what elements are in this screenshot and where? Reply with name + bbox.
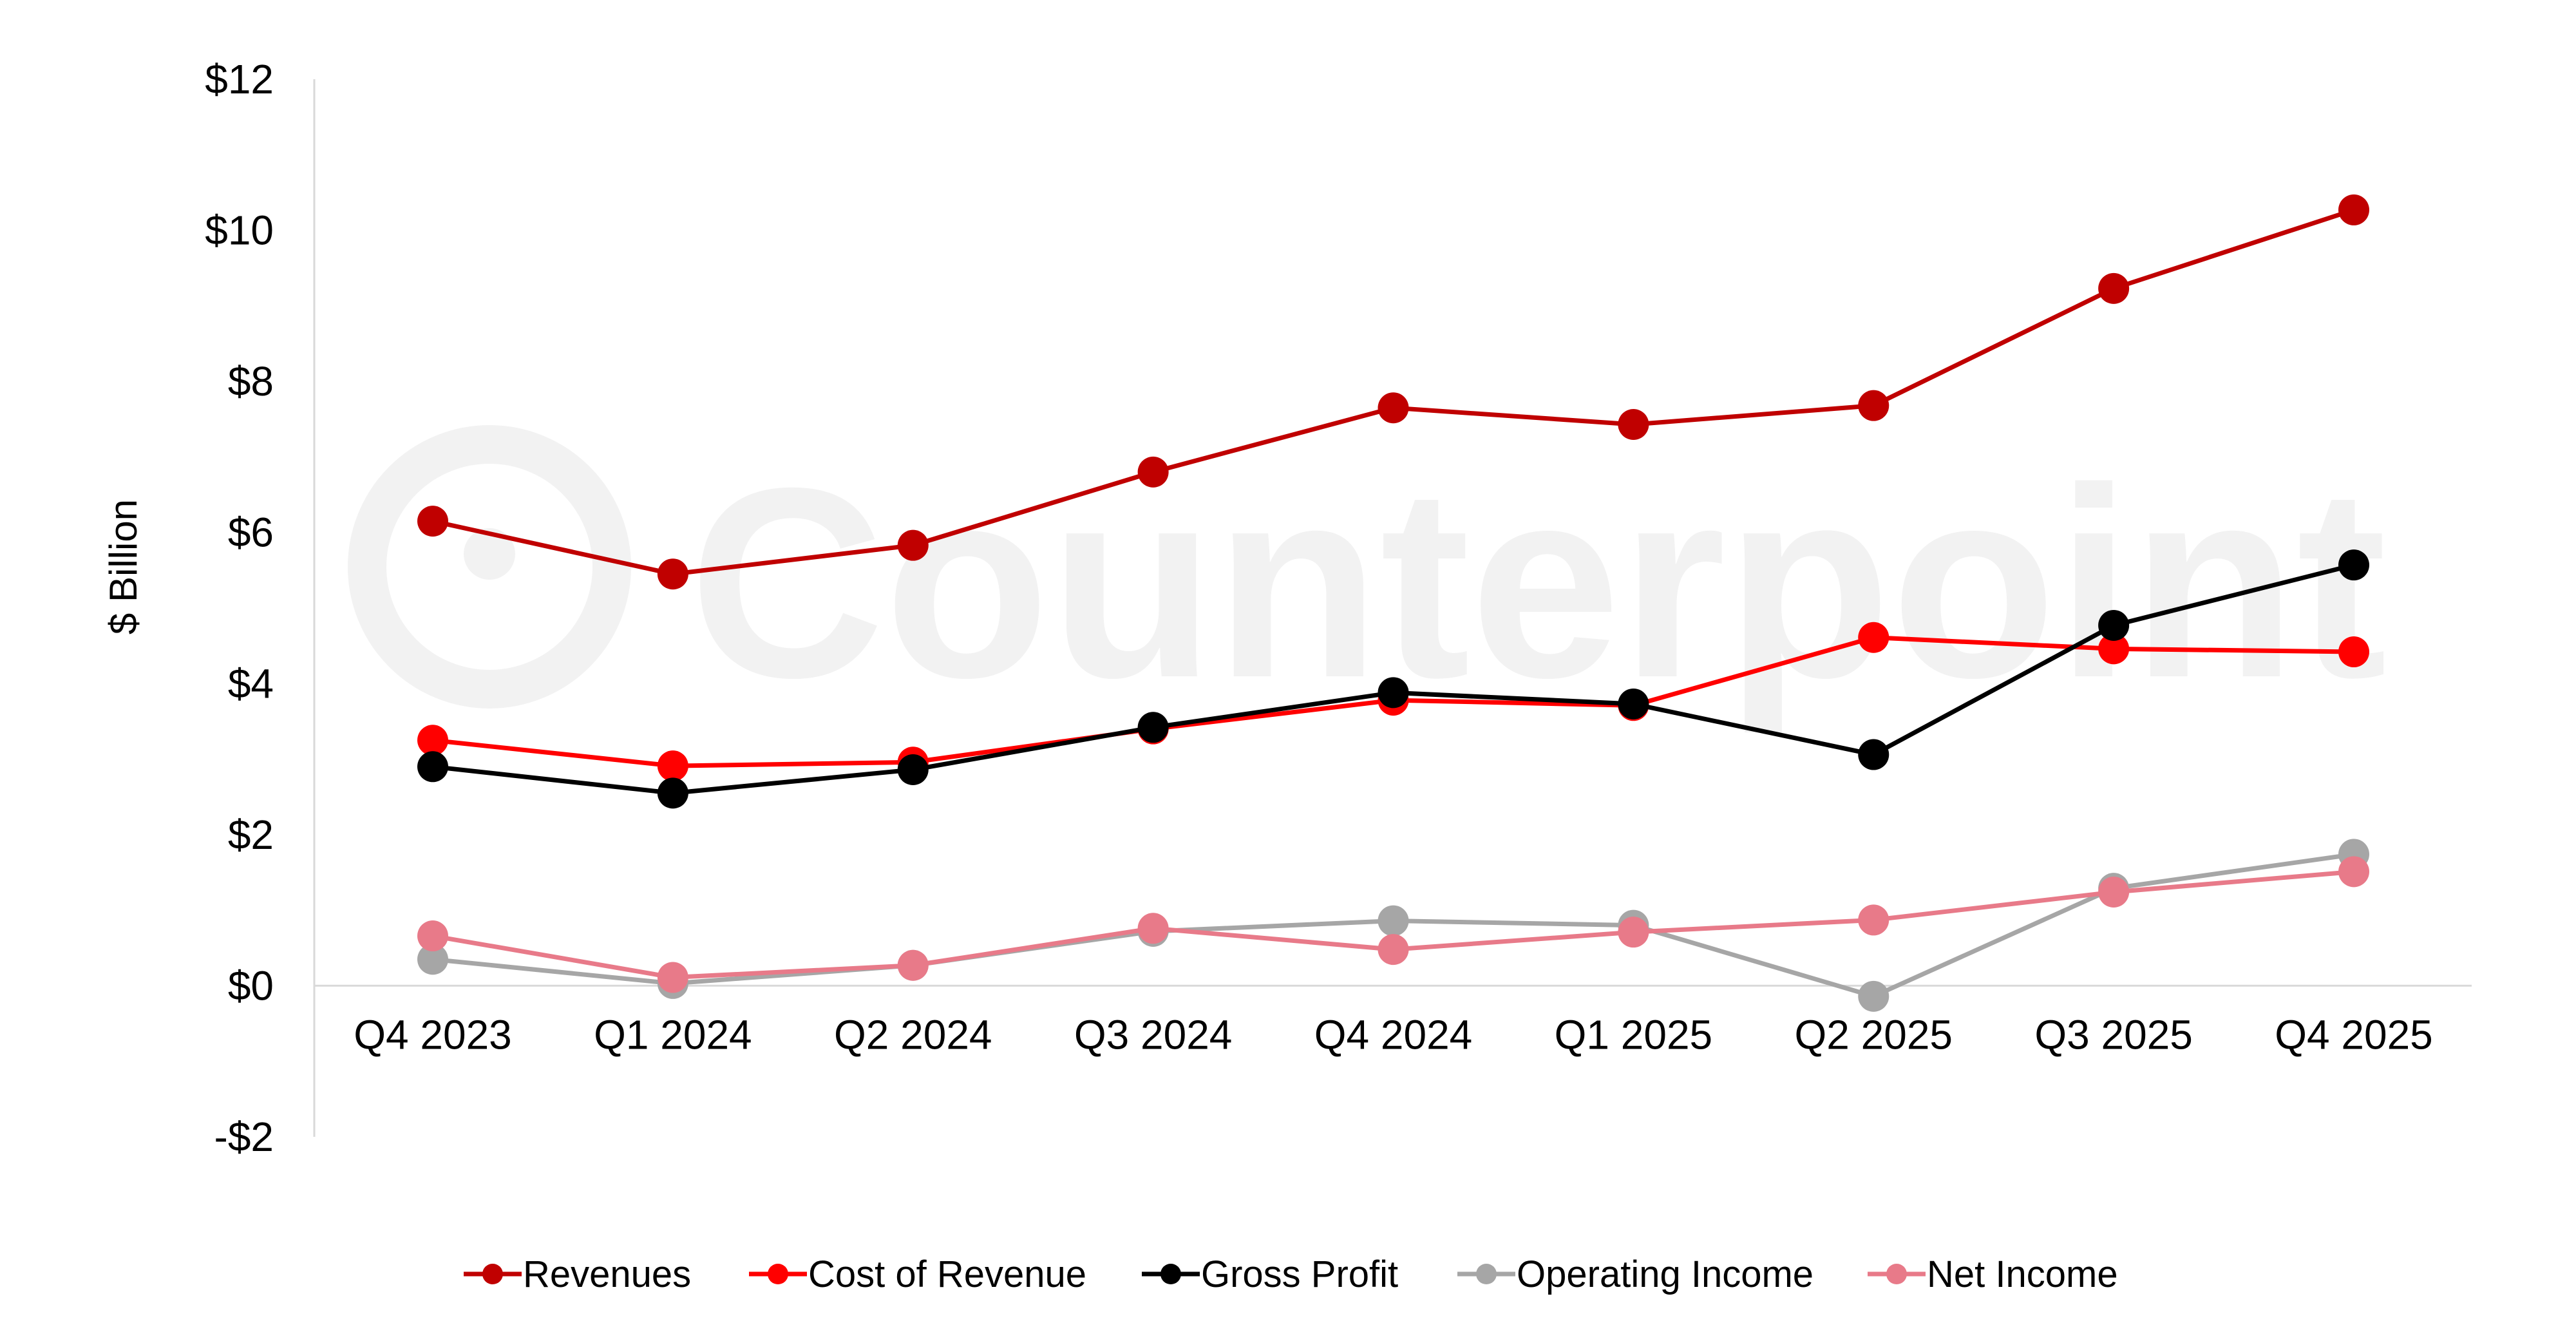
data-point <box>2098 633 2130 665</box>
y-tick-label: $12 <box>205 56 274 102</box>
legend-label: Gross Profit <box>1201 1253 1398 1295</box>
legend-item: Operating Income <box>1457 1253 1814 1295</box>
x-tick-label: Q2 2024 <box>834 1011 992 1058</box>
data-point <box>2338 856 2369 888</box>
data-point <box>657 750 688 782</box>
watermark-text: Counterpoint <box>689 432 2387 736</box>
x-tick-label: Q3 2024 <box>1074 1011 1233 1058</box>
data-point <box>417 944 448 975</box>
x-tick-label: Q3 2025 <box>2034 1011 2193 1058</box>
x-tick-label: Q1 2024 <box>594 1011 752 1058</box>
data-point <box>1137 913 1169 944</box>
y-tick-label: $10 <box>205 207 274 254</box>
legend-marker <box>768 1264 788 1284</box>
data-point <box>417 751 448 783</box>
y-tick-label: $2 <box>228 812 274 858</box>
x-tick-label: Q4 2025 <box>2275 1011 2433 1058</box>
data-point <box>657 558 688 590</box>
data-point <box>417 920 448 952</box>
series-lines <box>417 194 2369 1012</box>
data-point <box>1858 904 1889 936</box>
data-point <box>897 529 929 561</box>
data-point <box>897 754 929 785</box>
legend-marker <box>1476 1264 1497 1284</box>
data-point <box>2098 609 2130 641</box>
data-point <box>1137 712 1169 743</box>
data-point <box>2338 549 2369 581</box>
data-point <box>2098 272 2130 304</box>
data-point <box>1858 739 1889 770</box>
legend: Revenues Cost of Revenue Gross Profit Opera… <box>464 1253 2118 1295</box>
data-point <box>2098 876 2130 908</box>
data-point <box>1858 622 1889 653</box>
y-tick-label: -$2 <box>214 1114 274 1160</box>
data-point <box>1618 688 1649 719</box>
data-point <box>1137 456 1169 488</box>
y-tick-label: $6 <box>228 509 274 556</box>
x-tick-label: Q1 2025 <box>1555 1011 1713 1058</box>
legend-item: Revenues <box>464 1253 691 1295</box>
data-point <box>657 962 688 993</box>
data-point <box>897 949 929 981</box>
counterpoint-logo-icon <box>348 425 631 709</box>
series-net-income <box>417 856 2369 993</box>
y-axis-tick-labels: -$2 $0 $2 $4 $6 $8 $10 $12 <box>205 56 274 1160</box>
legend-marker <box>482 1264 503 1284</box>
data-point <box>1378 677 1409 709</box>
legend-label: Cost of Revenue <box>808 1253 1086 1295</box>
data-point <box>1618 917 1649 948</box>
data-point <box>2338 194 2369 225</box>
data-point <box>2338 636 2369 668</box>
y-tick-label: $8 <box>228 358 274 404</box>
data-point <box>1618 408 1649 440</box>
data-point <box>1378 392 1409 424</box>
y-axis-title: $ Billion <box>102 499 145 634</box>
watermark: Counterpoint <box>348 425 2387 736</box>
x-tick-label: Q4 2023 <box>354 1011 512 1058</box>
legend-label: Revenues <box>523 1253 691 1295</box>
series-gross-profit <box>417 549 2369 809</box>
legend-label: Net Income <box>1927 1253 2118 1295</box>
legend-label: Operating Income <box>1517 1253 1814 1295</box>
data-point <box>1378 934 1409 965</box>
y-tick-label: $0 <box>228 962 274 1009</box>
legend-item: Net Income <box>1868 1253 2118 1295</box>
data-point <box>657 777 688 809</box>
data-point <box>1858 980 1889 1012</box>
data-point <box>1378 905 1409 937</box>
x-tick-label: Q4 2024 <box>1314 1011 1473 1058</box>
legend-marker <box>1886 1264 1907 1284</box>
x-axis-tick-labels: Q4 2023 Q1 2024 Q2 2024 Q3 2024 Q4 2024 Q1 20… <box>354 1011 2433 1058</box>
legend-item: Cost of Revenue <box>749 1253 1086 1295</box>
legend-item: Gross Profit <box>1142 1253 1398 1295</box>
data-point <box>1858 390 1889 421</box>
series-revenues <box>417 194 2369 590</box>
data-point <box>417 506 448 537</box>
y-tick-label: $4 <box>228 660 274 707</box>
x-tick-label: Q2 2025 <box>1794 1011 1953 1058</box>
data-point <box>417 725 448 756</box>
legend-marker <box>1160 1264 1181 1284</box>
